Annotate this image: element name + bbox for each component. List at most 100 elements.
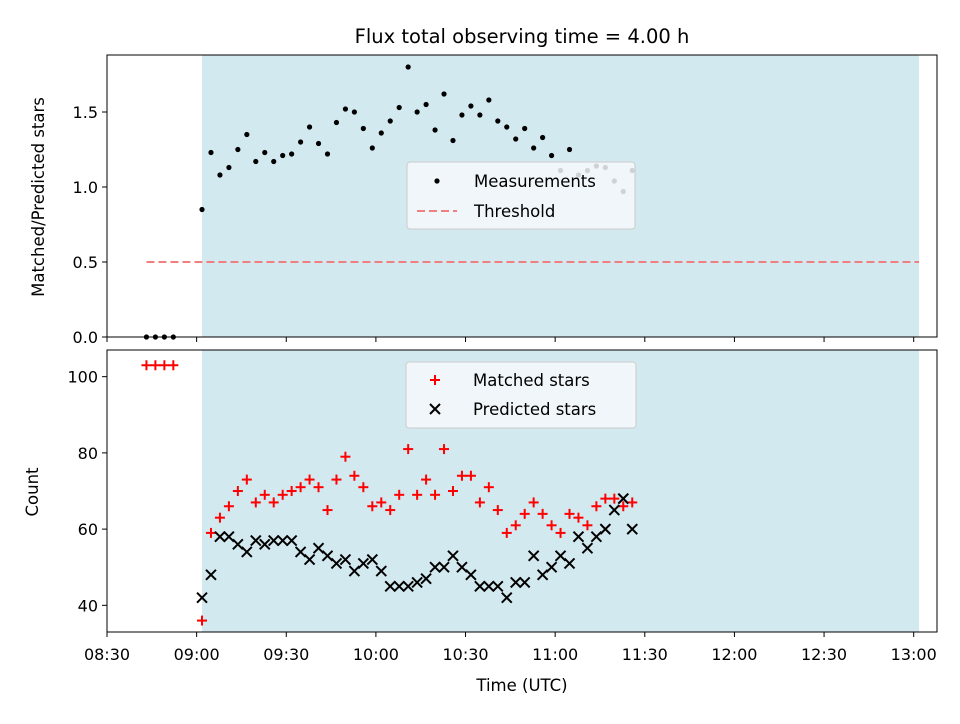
measurement-point	[199, 206, 205, 213]
bottom-legend: Matched stars Predicted stars	[405, 361, 637, 429]
matched-star-point	[304, 474, 315, 485]
bottom-y-tick-label: 40	[78, 596, 98, 615]
x-tick-label: 12:30	[801, 645, 847, 664]
top-y-tick-label: 1.0	[73, 178, 98, 197]
matched-star-point	[197, 615, 208, 626]
x-tick-label: 09:00	[174, 645, 220, 664]
measurement-point	[244, 131, 250, 138]
matched-star-point	[474, 497, 485, 508]
matched-star-point	[322, 505, 333, 516]
predicted-star-point	[501, 591, 513, 604]
predicted-star-point	[339, 553, 352, 566]
predicted-star-point	[510, 576, 522, 589]
matched-star-point	[573, 512, 584, 523]
legend-measurements-label: Measurements	[474, 172, 596, 191]
matched-star-point	[150, 360, 161, 371]
matched-star-point	[241, 474, 252, 485]
measurement-point	[531, 145, 537, 151]
predicted-star-point	[447, 550, 459, 562]
matched-star-point	[492, 505, 503, 516]
measurement-point	[315, 140, 322, 147]
x-tick-label: 13:00	[891, 645, 937, 664]
measurement-point	[298, 139, 304, 145]
matched-star-point	[456, 470, 467, 481]
predicted-star-point	[518, 576, 531, 589]
matched-star-point	[465, 470, 476, 481]
legend-predicted-label: Predicted stars	[473, 400, 596, 419]
measurement-point	[450, 137, 456, 144]
measurement-point	[396, 104, 402, 111]
matched-star-point	[367, 501, 378, 512]
x-tick-label: 09:30	[263, 645, 309, 664]
predicted-star-point	[393, 580, 405, 592]
chart-title: Flux total observing time = 4.00 h	[355, 25, 690, 48]
matched-star-point	[205, 527, 216, 538]
predicted-star-point	[465, 569, 477, 581]
matched-star-point	[214, 512, 225, 523]
matched-star-point	[600, 493, 611, 504]
top-panel: 0.0 0.5 1.0 1.5 Matched/Predicted stars Mea…	[29, 54, 938, 347]
matched-star-point	[609, 493, 620, 504]
predicted-star-point	[196, 591, 208, 604]
measurement-point	[253, 158, 259, 165]
measurement-point	[441, 91, 447, 97]
measurement-point	[387, 118, 393, 124]
predicted-star-point	[608, 504, 621, 516]
matched-star-point	[376, 497, 387, 508]
bottom-legend-box	[405, 361, 637, 429]
predicted-star-point	[545, 561, 558, 573]
bottom-y-tick-label: 60	[78, 520, 98, 539]
predicted-star-point	[411, 576, 423, 589]
predicted-stars-layer	[196, 492, 638, 604]
predicted-star-point	[241, 546, 253, 558]
predicted-star-point	[375, 565, 387, 577]
predicted-star-point	[599, 523, 612, 535]
legend-matched-label: Matched stars	[473, 371, 590, 390]
measurement-point	[486, 97, 492, 103]
matched-star-point	[385, 505, 396, 516]
predicted-star-point	[474, 580, 486, 592]
measurement-point	[378, 130, 384, 136]
measurement-point	[360, 125, 366, 132]
measurement-point	[513, 136, 519, 142]
matched-star-point	[421, 474, 432, 485]
measurement-point	[306, 124, 313, 130]
x-axis-label: Time (UTC)	[475, 676, 567, 695]
matched-star-point	[232, 486, 243, 496]
matched-star-point	[168, 360, 179, 371]
predicted-star-point	[214, 531, 226, 543]
measurement-point	[342, 106, 349, 112]
x-tick-label: 08:30	[84, 645, 130, 664]
matched-star-point	[223, 501, 234, 512]
x-tick-label: 11:30	[622, 645, 668, 664]
predicted-star-point	[483, 580, 495, 592]
top-legend-box	[406, 161, 636, 230]
bottom-y-ticks: 40 60 80 100	[67, 368, 107, 615]
matched-star-point	[340, 451, 351, 462]
measurement-point	[262, 149, 268, 156]
top-legend: Measurements Threshold	[406, 161, 636, 230]
predicted-star-point	[357, 557, 370, 570]
matched-star-point	[259, 489, 270, 500]
measurement-point	[226, 164, 232, 171]
top-y-tick-label: 0.5	[73, 253, 98, 272]
matched-star-point	[519, 508, 530, 519]
x-tick-label: 10:30	[442, 645, 488, 664]
predicted-star-point	[420, 572, 432, 585]
measurement-point	[495, 118, 501, 124]
legend-threshold-label: Threshold	[473, 202, 555, 221]
predicted-star-point	[572, 531, 585, 543]
predicted-star-point	[402, 580, 414, 592]
legend-predicted-marker	[429, 403, 441, 415]
x-tick-label: 11:00	[532, 645, 578, 664]
top-x-ticks	[106, 337, 915, 342]
predicted-star-point	[250, 534, 262, 547]
predicted-star-point	[205, 569, 217, 581]
predicted-star-point	[276, 534, 289, 547]
matched-star-point	[501, 527, 512, 538]
bottom-x-ticks: 08:30 09:00 09:30 10:00 10:30 11:00 11:30 12:00…	[84, 632, 937, 664]
measurement-point	[548, 152, 555, 159]
predicted-star-point	[527, 550, 540, 562]
matched-star-point	[627, 497, 638, 508]
bottom-panel: 08:30 09:00 09:30 10:00 10:30 11:00 11:30 12:00…	[23, 349, 938, 695]
